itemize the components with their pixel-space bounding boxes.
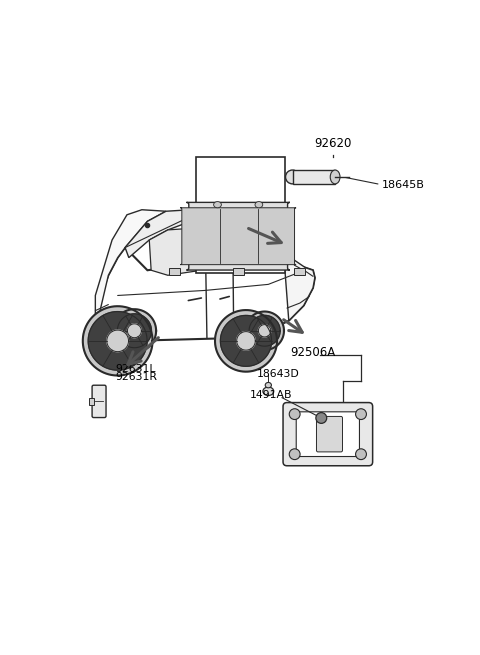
Circle shape: [356, 449, 366, 460]
Text: 18645B: 18645B: [382, 179, 425, 189]
Polygon shape: [215, 310, 277, 371]
Ellipse shape: [286, 170, 300, 184]
Polygon shape: [107, 330, 129, 352]
Ellipse shape: [330, 170, 340, 184]
Ellipse shape: [263, 387, 274, 396]
Polygon shape: [245, 312, 284, 350]
Polygon shape: [149, 227, 205, 275]
Ellipse shape: [265, 383, 271, 388]
Polygon shape: [113, 309, 156, 352]
Bar: [292, 170, 335, 184]
Polygon shape: [237, 331, 255, 350]
Circle shape: [356, 409, 366, 419]
FancyBboxPatch shape: [92, 385, 106, 417]
FancyBboxPatch shape: [186, 202, 290, 270]
Polygon shape: [233, 248, 283, 265]
Text: 92631L: 92631L: [115, 364, 156, 373]
Text: 92631R: 92631R: [115, 372, 157, 382]
Polygon shape: [283, 248, 315, 321]
Bar: [169, 268, 180, 274]
Polygon shape: [125, 209, 207, 257]
FancyBboxPatch shape: [296, 412, 360, 457]
Polygon shape: [96, 248, 315, 341]
Bar: [89, 398, 94, 405]
Bar: [196, 157, 285, 272]
Polygon shape: [249, 315, 280, 346]
Polygon shape: [220, 316, 272, 366]
Polygon shape: [205, 227, 239, 271]
Polygon shape: [258, 325, 271, 337]
Bar: [294, 268, 305, 274]
FancyBboxPatch shape: [283, 403, 372, 466]
Circle shape: [289, 449, 300, 460]
Polygon shape: [118, 314, 152, 348]
Polygon shape: [83, 307, 153, 375]
Bar: [233, 268, 244, 274]
Text: 1491AB: 1491AB: [250, 390, 292, 400]
Polygon shape: [96, 210, 166, 331]
Text: 18643D: 18643D: [257, 369, 300, 379]
Circle shape: [316, 413, 327, 423]
Ellipse shape: [255, 202, 263, 208]
Text: 92506A: 92506A: [290, 346, 336, 359]
Ellipse shape: [214, 202, 221, 208]
Polygon shape: [88, 312, 147, 370]
Polygon shape: [127, 324, 142, 338]
Text: 92620: 92620: [314, 137, 351, 150]
FancyBboxPatch shape: [316, 417, 343, 452]
FancyBboxPatch shape: [180, 208, 296, 265]
Circle shape: [289, 409, 300, 419]
